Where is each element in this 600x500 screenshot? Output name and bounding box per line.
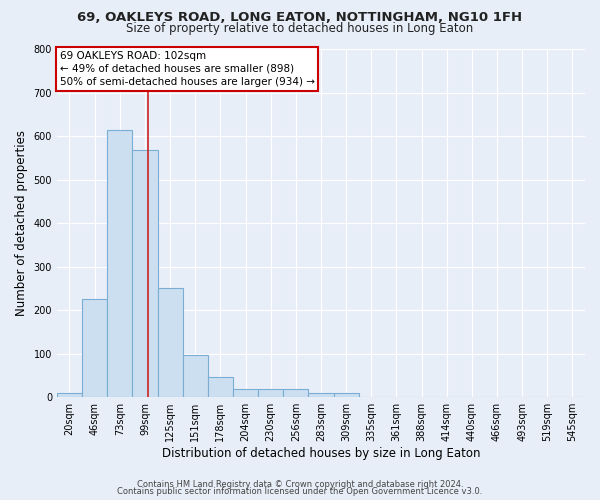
Bar — [82, 300, 107, 397]
Bar — [158, 288, 182, 397]
Bar — [133, 150, 158, 397]
Bar — [57, 393, 82, 397]
Text: Size of property relative to detached houses in Long Eaton: Size of property relative to detached ho… — [127, 22, 473, 35]
Bar — [208, 377, 233, 397]
Text: 69, OAKLEYS ROAD, LONG EATON, NOTTINGHAM, NG10 1FH: 69, OAKLEYS ROAD, LONG EATON, NOTTINGHAM… — [77, 11, 523, 24]
Bar — [107, 130, 133, 397]
Text: Contains HM Land Registry data © Crown copyright and database right 2024.: Contains HM Land Registry data © Crown c… — [137, 480, 463, 489]
Bar — [233, 388, 258, 397]
Y-axis label: Number of detached properties: Number of detached properties — [15, 130, 28, 316]
X-axis label: Distribution of detached houses by size in Long Eaton: Distribution of detached houses by size … — [162, 447, 480, 460]
Bar — [182, 356, 208, 397]
Bar — [258, 388, 283, 397]
Bar — [283, 388, 308, 397]
Bar — [334, 393, 359, 397]
Text: Contains public sector information licensed under the Open Government Licence v3: Contains public sector information licen… — [118, 487, 482, 496]
Text: 69 OAKLEYS ROAD: 102sqm
← 49% of detached houses are smaller (898)
50% of semi-d: 69 OAKLEYS ROAD: 102sqm ← 49% of detache… — [59, 50, 314, 87]
Bar — [308, 393, 334, 397]
